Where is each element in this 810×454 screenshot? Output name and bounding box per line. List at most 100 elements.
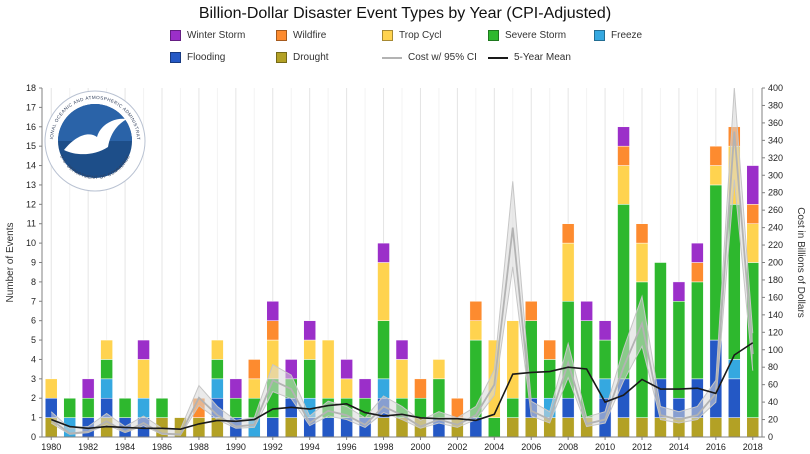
- bar-segment: [229, 378, 243, 399]
- bar-segment: [137, 359, 150, 399]
- bar-segment: [100, 378, 113, 399]
- x-tick-label: 2016: [706, 442, 726, 452]
- bar-segment: [118, 397, 132, 418]
- left-tick-label: 9: [31, 258, 36, 268]
- x-tick-label: 1980: [41, 442, 61, 452]
- bar-segment: [192, 417, 206, 438]
- bar-segment: [469, 301, 483, 321]
- bar-segment: [211, 378, 224, 399]
- bar-segment: [414, 397, 427, 418]
- x-tick-label: 1996: [337, 442, 357, 452]
- right-tick-label: 240: [768, 223, 783, 233]
- bar-segment: [155, 397, 169, 418]
- bar-segment: [63, 397, 76, 418]
- x-tick-label: 2014: [669, 442, 689, 452]
- legend-item-severe-storm[interactable]: Severe Storm: [488, 30, 594, 41]
- bar-segment: [506, 417, 520, 438]
- bar-segment: [654, 262, 667, 380]
- bar-segment: [248, 359, 261, 380]
- legend-item-trop-cycl[interactable]: Trop Cycl: [382, 30, 488, 41]
- right-tick-label: 80: [768, 362, 778, 372]
- x-tick-label: 2018: [743, 442, 763, 452]
- x-tick-label: 1988: [189, 442, 209, 452]
- left-tick-label: 4: [31, 354, 36, 364]
- right-tick-label: 0: [768, 432, 773, 442]
- legend-item-winter-storm[interactable]: Winter Storm: [170, 30, 276, 41]
- noaa-seal-sky: [58, 104, 132, 141]
- bar-segment: [414, 378, 427, 399]
- legend-label: Flooding: [187, 52, 226, 63]
- right-tick-label: 400: [768, 83, 783, 93]
- x-tick-label: 1984: [115, 442, 135, 452]
- bar-segment: [691, 242, 704, 263]
- right-tick-label: 320: [768, 153, 783, 163]
- legend-label: Winter Storm: [187, 30, 246, 41]
- right-tick-label: 200: [768, 258, 783, 268]
- legend-item-5-year-mean[interactable]: 5-Year Mean: [488, 52, 594, 63]
- bar-segment: [598, 320, 612, 341]
- x-tick-label: 2006: [521, 442, 541, 452]
- bar-segment: [691, 281, 704, 380]
- bar-segment: [635, 223, 649, 244]
- legend-swatch: [382, 30, 393, 41]
- legend-item-flooding[interactable]: Flooding: [170, 52, 276, 63]
- bar-segment: [358, 378, 372, 399]
- bar-segment: [561, 397, 575, 418]
- left-tick-label: 12: [26, 199, 36, 209]
- legend-swatch: [488, 56, 508, 59]
- x-tick-label: 2002: [447, 442, 467, 452]
- left-tick-label: 5: [31, 335, 36, 345]
- left-tick-label: 2: [31, 393, 36, 403]
- bar-segment: [691, 262, 704, 283]
- legend-swatch: [276, 30, 287, 41]
- legend-swatch: [170, 52, 181, 63]
- legend-item-wildfire[interactable]: Wildfire: [276, 30, 382, 41]
- legend-item-freeze[interactable]: Freeze: [594, 30, 700, 41]
- bar-segment: [284, 417, 298, 438]
- bar-segment: [377, 417, 390, 438]
- right-tick-label: 340: [768, 135, 783, 145]
- x-tick-label: 1998: [374, 442, 394, 452]
- bar-segment: [211, 359, 224, 380]
- right-tick-label: 20: [768, 415, 778, 425]
- x-tick-label: 1986: [152, 442, 172, 452]
- bar-segment: [635, 242, 649, 283]
- x-tick-label: 1982: [78, 442, 98, 452]
- y-axis-right-title: Cost in Billions of Dollars: [795, 207, 806, 318]
- right-tick-label: 160: [768, 292, 783, 302]
- bar-segment: [561, 242, 575, 302]
- bar-segment: [635, 417, 649, 438]
- bar-segment: [728, 417, 741, 438]
- bar-segment: [561, 223, 575, 244]
- bar-segment: [617, 165, 630, 205]
- bar-segment: [377, 262, 390, 321]
- left-tick-label: 14: [26, 161, 36, 171]
- bar-segment: [672, 301, 686, 399]
- bar-segment: [266, 301, 280, 321]
- bar-segment: [746, 223, 760, 263]
- bar-segment: [561, 417, 575, 438]
- legend-swatch: [594, 30, 605, 41]
- left-tick-label: 0: [31, 432, 36, 442]
- axes: 0123456789101112131415161718020406080100…: [5, 83, 806, 452]
- right-tick-label: 100: [768, 345, 783, 355]
- bar-segment: [377, 378, 390, 399]
- legend: Winter Storm Wildfire Trop Cycl Severe Stor…: [170, 30, 700, 63]
- left-tick-label: 17: [26, 102, 36, 112]
- x-tick-label: 2008: [558, 442, 578, 452]
- right-tick-label: 120: [768, 327, 783, 337]
- x-tick-label: 2004: [484, 442, 504, 452]
- bar-segment: [248, 378, 261, 399]
- right-tick-label: 280: [768, 188, 783, 198]
- bar-segment: [728, 378, 741, 418]
- bar-segment: [543, 339, 556, 360]
- legend-item-drought[interactable]: Drought: [276, 52, 382, 63]
- legend-label: Wildfire: [293, 30, 327, 41]
- legend-label: Cost w/ 95% CI: [408, 52, 477, 63]
- legend-item-cost-w-95-ci[interactable]: Cost w/ 95% CI: [382, 52, 488, 63]
- bar-segment: [432, 359, 446, 380]
- noaa-bird-icon: [64, 118, 127, 155]
- noaa-logo: NATIONAL OCEANIC AND ATMOSPHERIC ADMINIS…: [42, 86, 146, 192]
